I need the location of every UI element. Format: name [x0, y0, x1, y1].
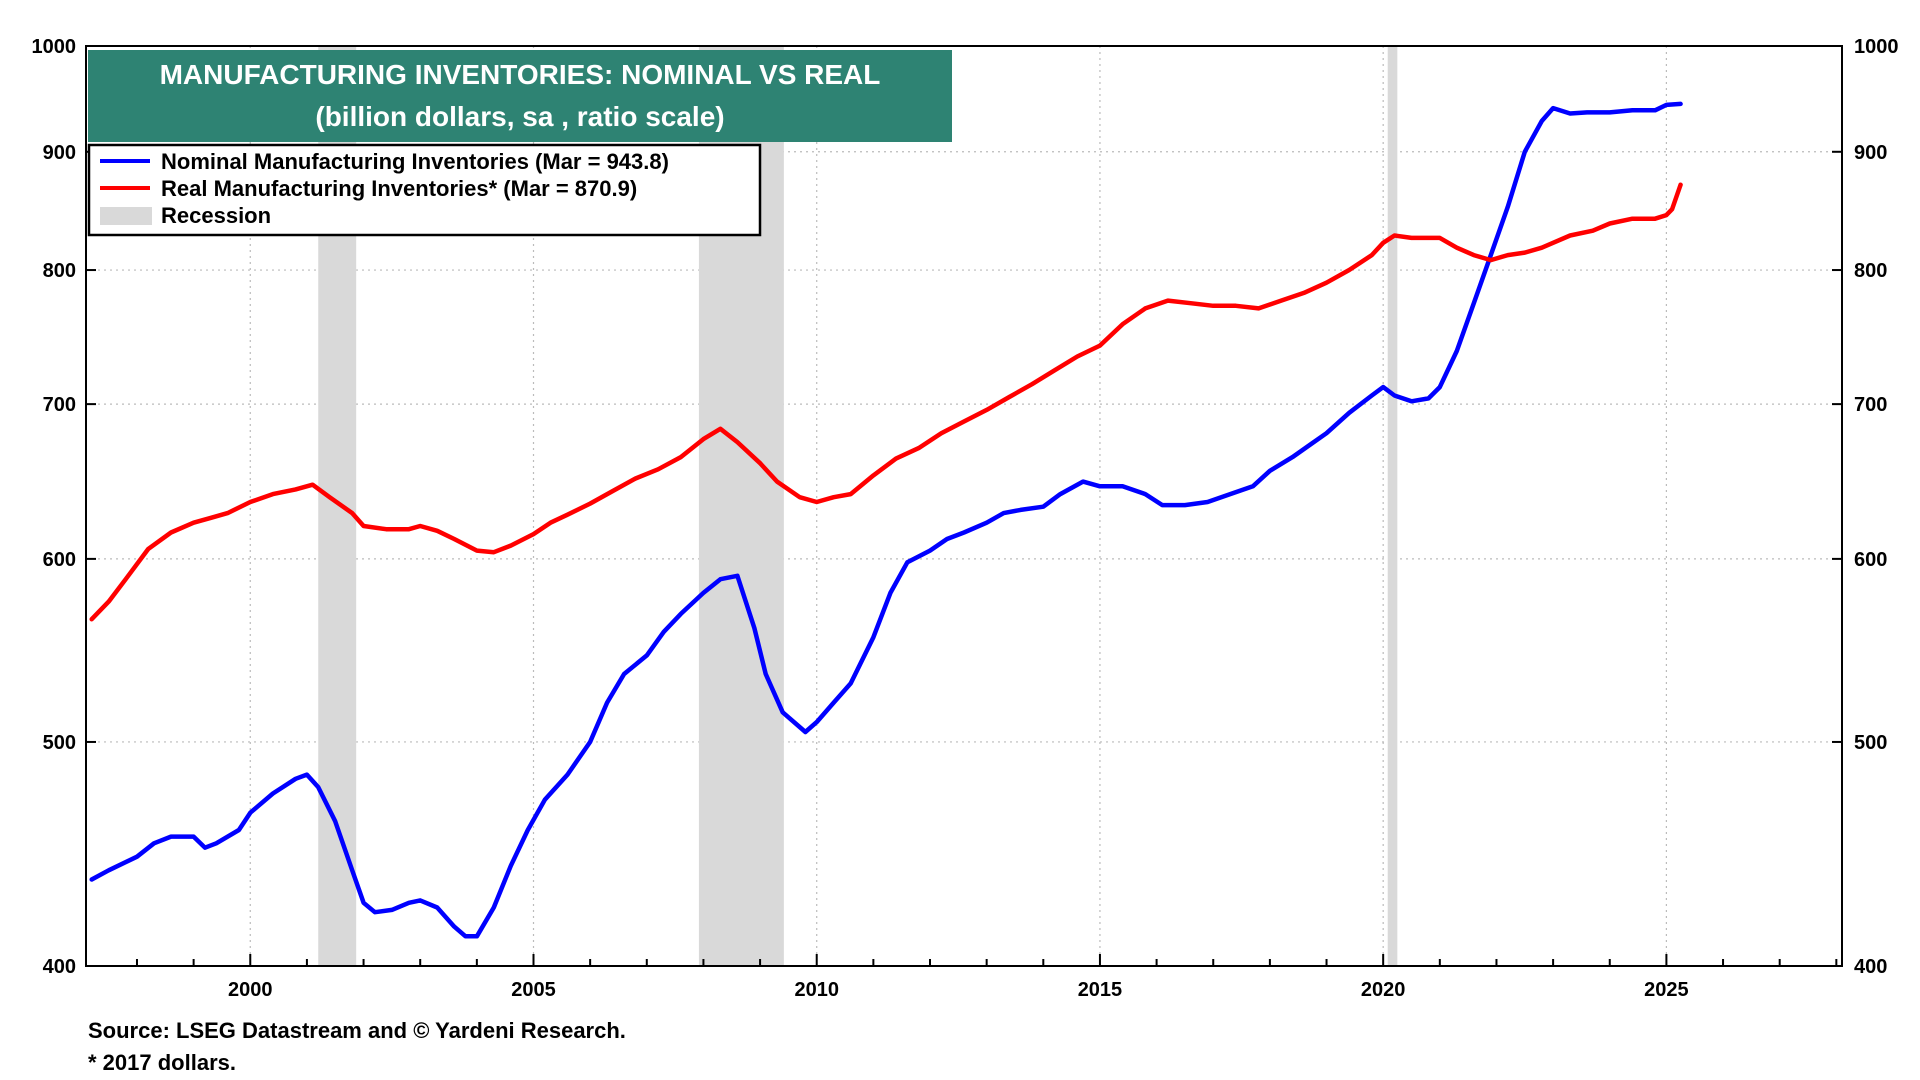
x-tick-label-2000: 2000 [228, 979, 273, 1001]
legend-label-nominal: Nominal Manufacturing Inventories (Mar =… [161, 149, 669, 174]
plot-frame [85, 45, 1843, 967]
y-tick-label-left-1000: 1000 [32, 36, 77, 58]
y-axis-left: 400 500 600 700 800 900 1000 [32, 36, 96, 978]
x-tick-label-2010: 2010 [794, 979, 839, 1001]
legend-swatch-recession [100, 207, 152, 225]
y-tick-label-left-400: 400 [43, 956, 76, 978]
y-tick-label-right-900: 900 [1854, 142, 1887, 164]
y-tick-label-right-500: 500 [1854, 732, 1887, 754]
chart-title: MANUFACTURING INVENTORIES: NOMINAL VS RE… [160, 59, 881, 90]
y-tick-label-right-800: 800 [1854, 260, 1887, 282]
footnote: * 2017 dollars. [88, 1050, 236, 1075]
y-tick-label-left-600: 600 [43, 549, 76, 571]
title-box: MANUFACTURING INVENTORIES: NOMINAL VS RE… [88, 50, 952, 142]
source-note: Source: LSEG Datastream and © Yardeni Re… [88, 1018, 626, 1043]
x-tick-label-2015: 2015 [1078, 979, 1123, 1001]
legend: Nominal Manufacturing Inventories (Mar =… [87, 143, 762, 237]
y-tick-label-right-400: 400 [1854, 956, 1887, 978]
legend-label-recession: Recession [161, 203, 271, 228]
grid [86, 46, 1842, 966]
recession-band-2 [1387, 46, 1398, 966]
series-line-nominal [89, 101, 1683, 939]
y-axis-right: 400 500 600 700 800 900 1000 [1832, 36, 1899, 978]
series-lines [89, 101, 1683, 939]
y-tick-label-left-800: 800 [43, 260, 76, 282]
y-tick-label-right-600: 600 [1854, 549, 1887, 571]
x-axis: 2000 2005 2010 2015 2020 2025 [135, 954, 1838, 1001]
y-tick-label-left-500: 500 [43, 732, 76, 754]
chart-subtitle: (billion dollars, sa , ratio scale) [315, 101, 724, 132]
series-line-real [89, 182, 1683, 622]
legend-label-real: Real Manufacturing Inventories* (Mar = 8… [161, 176, 637, 201]
y-tick-label-left-900: 900 [43, 142, 76, 164]
x-tick-label-2025: 2025 [1644, 979, 1689, 1001]
y-tick-label-right-700: 700 [1854, 394, 1887, 416]
y-tick-label-right-1000: 1000 [1854, 36, 1899, 58]
y-tick-label-left-700: 700 [43, 394, 76, 416]
x-tick-label-2005: 2005 [511, 979, 556, 1001]
x-tick-label-2020: 2020 [1361, 979, 1406, 1001]
